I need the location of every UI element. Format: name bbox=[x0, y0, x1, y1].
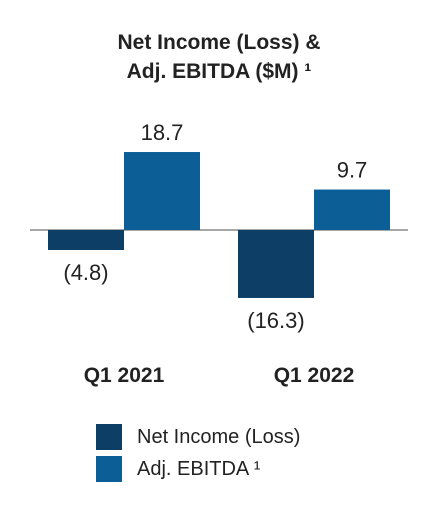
bar-adj-ebitda-0 bbox=[124, 152, 200, 230]
legend-swatch-adj-ebitda bbox=[96, 456, 122, 482]
chart-title-line-1: Net Income (Loss) & bbox=[117, 31, 321, 54]
chart-plot: (4.8) 18.7 Q1 2021 (16.3) 9.7 Q1 2022 bbox=[30, 120, 408, 387]
category-label-0: Q1 2021 bbox=[84, 364, 165, 387]
value-label-net-income-0: (4.8) bbox=[63, 260, 108, 285]
value-label-adj-ebitda-0: 18.7 bbox=[141, 120, 184, 145]
bar-net-income-0 bbox=[48, 230, 124, 251]
legend-item-adj-ebitda: Adj. EBITDA ¹ bbox=[96, 454, 300, 484]
bar-adj-ebitda-1 bbox=[314, 189, 390, 230]
category-label-1: Q1 2022 bbox=[274, 364, 355, 387]
legend-item-net-income: Net Income (Loss) bbox=[96, 422, 300, 452]
chart-title-line-2: Adj. EBITDA ($M) ¹ bbox=[126, 60, 312, 83]
value-label-net-income-1: (16.3) bbox=[247, 308, 304, 333]
legend-label-adj-ebitda: Adj. EBITDA ¹ bbox=[137, 457, 261, 480]
value-label-adj-ebitda-1: 9.7 bbox=[337, 158, 368, 183]
legend-label-net-income: Net Income (Loss) bbox=[137, 425, 301, 448]
bar-net-income-1 bbox=[238, 230, 314, 298]
legend-swatch-net-income bbox=[96, 424, 122, 450]
chart-legend: Net Income (Loss) Adj. EBITDA ¹ bbox=[96, 422, 300, 486]
